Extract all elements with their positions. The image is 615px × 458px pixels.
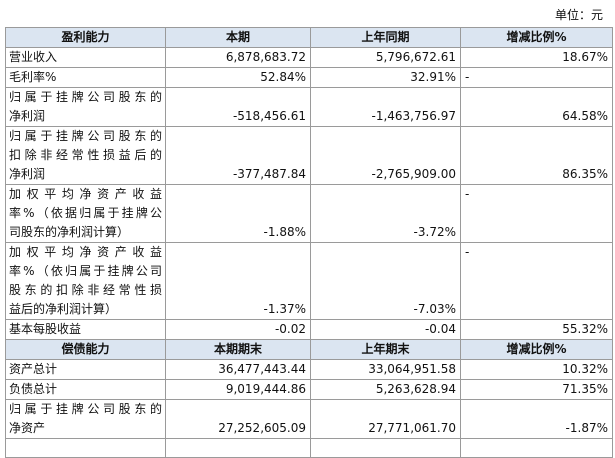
header-row: 偿债能力 本期期末 上年期末 增减比例%	[5, 339, 613, 360]
unit-label: 单位：元	[554, 8, 603, 22]
header-cell: 上年同期	[310, 27, 461, 48]
value-cell: 52.84%	[165, 67, 311, 88]
row-label: 资产总计	[5, 359, 166, 380]
value-cell: 64.58%	[460, 87, 613, 127]
label-line: 率%（依据归属于挂牌公	[9, 206, 162, 220]
label-line: 净利润	[9, 167, 46, 181]
value-cell: -	[460, 67, 613, 88]
data-row: 归属于挂牌公司股东的 净资产 27,252,605.09 27,771,061.70-…	[5, 399, 613, 439]
value-cell: 6,878,683.72	[165, 47, 311, 68]
header-cell: 盈利能力	[5, 27, 166, 48]
label-line: 营业收入	[9, 50, 58, 64]
value-cell: 9,019,444.86	[165, 379, 311, 400]
label-line: 加权平均净资产收益	[9, 187, 162, 201]
value-cell: 32.91%	[310, 67, 461, 88]
data-row: 归属于挂牌公司股东的 净利润 -518,456.61 -1,463,756.97 64.…	[5, 87, 613, 127]
value-cell: -	[460, 242, 613, 320]
data-row: 基本每股收益 -0.02 -0.04 55.32%	[5, 319, 613, 340]
label-line: 扣除非经常性损益后的	[9, 148, 162, 162]
value-cell: -7.03%	[310, 242, 461, 320]
value-cell: -2,765,909.00	[310, 126, 461, 185]
empty-cell	[5, 438, 166, 458]
label-line: 负债总计	[9, 382, 58, 396]
value-cell: 55.32%	[460, 319, 613, 340]
value-cell: -518,456.61	[165, 87, 311, 127]
value-cell: -377,487.84	[165, 126, 311, 185]
header-cell: 偿债能力	[5, 339, 166, 360]
data-row: 负债总计 9,019,444.86 5,263,628.94 71.35%	[5, 379, 613, 400]
empty-cell	[460, 438, 613, 458]
label-line: 归属于挂牌公司股东的	[9, 402, 162, 416]
row-label: 归属于挂牌公司股东的 净资产	[5, 399, 166, 439]
value-cell: -0.02	[165, 319, 311, 340]
value-cell: 18.67%	[460, 47, 613, 68]
header-cell: 增减比例%	[460, 339, 613, 360]
empty-cell	[165, 438, 311, 458]
value-cell: 86.35%	[460, 126, 613, 185]
value-cell: -0.04	[310, 319, 461, 340]
label-line: 净利润	[9, 109, 46, 123]
empty-row	[5, 438, 613, 458]
row-label: 毛利率%	[5, 67, 166, 88]
label-line: 归属于挂牌公司股东的	[9, 129, 162, 143]
header-cell: 本期期末	[165, 339, 311, 360]
row-label: 负债总计	[5, 379, 166, 400]
label-line: 司股东的净利润计算）	[9, 225, 130, 239]
label-line: 率%（依归属于挂牌公司	[9, 264, 162, 278]
label-line: 归属于挂牌公司股东的	[9, 90, 162, 104]
value-cell: -	[460, 184, 613, 243]
value-cell: 27,252,605.09	[165, 399, 311, 439]
value-cell: 5,263,628.94	[310, 379, 461, 400]
data-row: 资产总计 36,477,443.44 33,064,951.58 10.32%	[5, 359, 613, 380]
label-line: 毛利率%	[9, 70, 57, 84]
value-cell: 33,064,951.58	[310, 359, 461, 380]
data-row: 营业收入 6,878,683.72 5,796,672.61 18.67%	[5, 47, 613, 68]
data-row: 毛利率% 52.84% 32.91% -	[5, 67, 613, 88]
row-label: 营业收入	[5, 47, 166, 68]
header-cell: 本期	[165, 27, 311, 48]
value-cell: 71.35%	[460, 379, 613, 400]
value-cell: -3.72%	[310, 184, 461, 243]
label-line: 资产总计	[9, 362, 58, 376]
label-line: 加权平均净资产收益	[9, 245, 162, 259]
label-line: 基本每股收益	[9, 322, 82, 336]
row-label: 加权平均净资产收益 率%（依归属于挂牌公司 股东的扣除非经常性损 益后的净利润计算）	[5, 242, 166, 320]
value-cell: 27,771,061.70	[310, 399, 461, 439]
row-label: 基本每股收益	[5, 319, 166, 340]
data-row: 加权平均净资产收益 率%（依据归属于挂牌公 司股东的净利润计算） -1.88% -3.7…	[5, 184, 613, 243]
header-cell: 上年期末	[310, 339, 461, 360]
header-cell: 增减比例%	[460, 27, 613, 48]
empty-cell	[310, 438, 461, 458]
value-cell: -1.37%	[165, 242, 311, 320]
header-row: 盈利能力 本期 上年同期 增减比例%	[5, 27, 613, 48]
value-cell: -1.88%	[165, 184, 311, 243]
row-label: 归属于挂牌公司股东的 净利润	[5, 87, 166, 127]
value-cell: 5,796,672.61	[310, 47, 461, 68]
label-line: 股东的扣除非经常性损	[9, 283, 162, 297]
financial-table: 盈利能力 本期 上年同期 增减比例% 营业收入 6,878,683.72 5,796,672…	[5, 27, 613, 458]
label-line: 净资产	[9, 421, 46, 435]
data-row: 加权平均净资产收益 率%（依归属于挂牌公司 股东的扣除非经常性损 益后的净利润计算） -…	[5, 242, 613, 320]
value-cell: 10.32%	[460, 359, 613, 380]
row-label: 加权平均净资产收益 率%（依据归属于挂牌公 司股东的净利润计算）	[5, 184, 166, 243]
label-line: 益后的净利润计算）	[9, 302, 118, 316]
value-cell: 36,477,443.44	[165, 359, 311, 380]
data-row: 归属于挂牌公司股东的 扣除非经常性损益后的 净利润 -377,487.84 -2,765…	[5, 126, 613, 185]
row-label: 归属于挂牌公司股东的 扣除非经常性损益后的 净利润	[5, 126, 166, 185]
value-cell: -1.87%	[460, 399, 613, 439]
value-cell: -1,463,756.97	[310, 87, 461, 127]
